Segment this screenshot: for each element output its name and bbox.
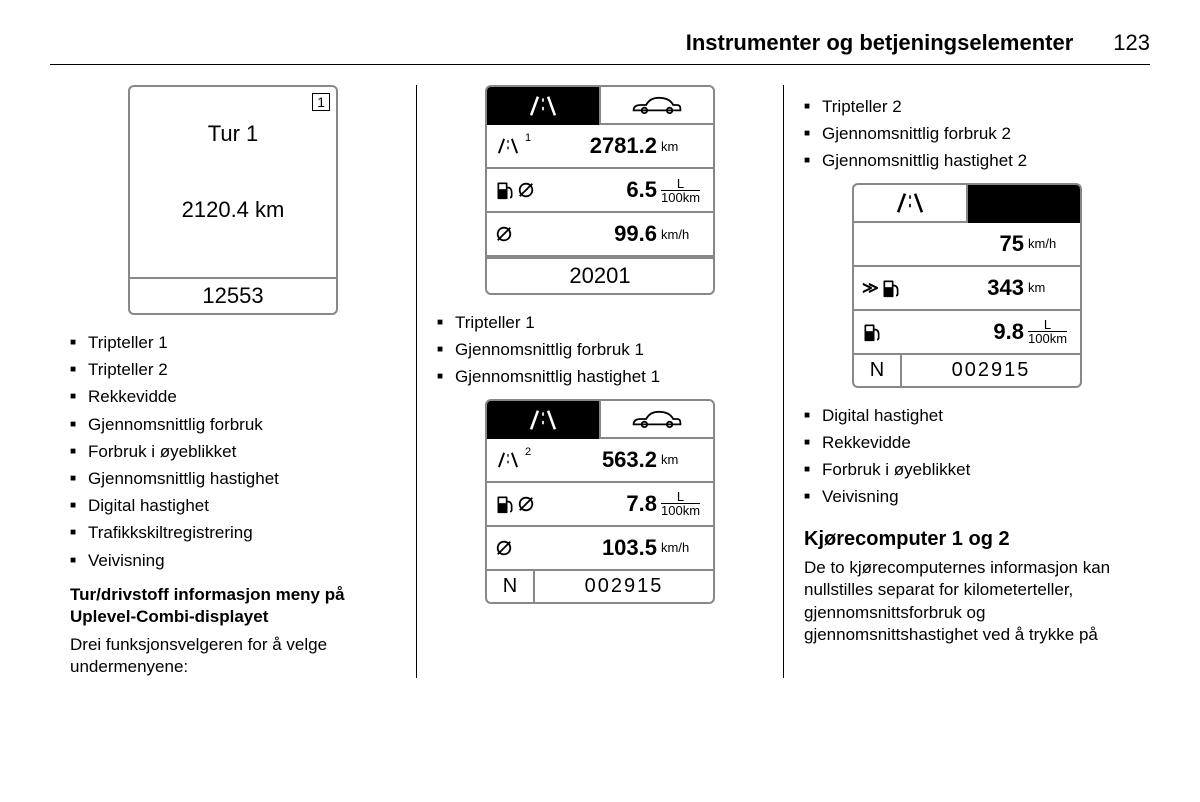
list-col3-bot: Digital hastighet Rekkevidde Forbruk i ø… xyxy=(804,402,1130,511)
tab-car-icon xyxy=(599,87,713,125)
digital-speed: 75 xyxy=(908,231,1028,257)
list-item: Gjennomsnittlig forbruk xyxy=(70,411,396,438)
unit: km xyxy=(661,140,705,153)
fuel-icon xyxy=(495,493,541,515)
display-tur1: 1 Tur 1 2120.4 km 12553 xyxy=(128,85,338,315)
list-item: Rekkevidde xyxy=(804,429,1130,456)
list-item: Tripteller 2 xyxy=(804,93,1130,120)
lane-icon: 2 xyxy=(495,450,541,470)
lane-icon: 1 xyxy=(495,136,541,156)
list-item: Gjennomsnittlig hastighet xyxy=(70,465,396,492)
list-item: Gjennomsnittlig hastighet 1 xyxy=(437,363,763,390)
column-2: 1 2781.2 km 6.5 L100km 99.6 km/h 20201 T… xyxy=(416,85,783,678)
list-item: Forbruk i øyeblikket xyxy=(70,438,396,465)
gear: N xyxy=(487,571,535,602)
unit: km/h xyxy=(661,541,705,554)
subheading: Tur/drivstoff informasjon meny på Upleve… xyxy=(70,584,396,628)
column-1: 1 Tur 1 2120.4 km 12553 Tripteller 1 Tri… xyxy=(50,85,416,678)
paragraph: De to kjørecomputernes informasjon kan n… xyxy=(804,557,1130,645)
odometer: 12553 xyxy=(130,277,336,313)
avg-fuel: 7.8 xyxy=(541,491,661,517)
list-item: Trafikkskiltregistrering xyxy=(70,519,396,546)
trip-distance: 2120.4 km xyxy=(182,197,285,223)
list-item: Gjennomsnittlig hastighet 2 xyxy=(804,147,1130,174)
section-heading: Kjørecomputer 1 og 2 xyxy=(804,528,1130,551)
column-3: Tripteller 2 Gjennomsnittlig forbruk 2 G… xyxy=(783,85,1150,678)
paragraph: Drei funksjonsvelgeren for å velge under… xyxy=(70,634,396,678)
list-item: Rekkevidde xyxy=(70,383,396,410)
list-item: Gjennomsnittlig forbruk 1 xyxy=(437,336,763,363)
unit: km/h xyxy=(1028,237,1072,250)
list-item: Veivisning xyxy=(70,547,396,574)
tab-car-icon xyxy=(599,401,713,439)
avg-speed: 99.6 xyxy=(541,221,661,247)
list-item: Gjennomsnittlig forbruk 2 xyxy=(804,120,1130,147)
unit: L100km xyxy=(661,177,705,204)
trip-distance: 563.2 xyxy=(541,447,661,473)
inst-fuel: 9.8 xyxy=(908,319,1028,345)
unit: L100km xyxy=(1028,318,1072,345)
list-item: Tripteller 1 xyxy=(437,309,763,336)
list-item: Tripteller 2 xyxy=(70,356,396,383)
display-trip2: 2 563.2 km 7.8 L100km 103.5 km/h N 00291… xyxy=(485,399,715,604)
tab-lane-icon xyxy=(854,185,966,223)
list-item: Tripteller 1 xyxy=(70,329,396,356)
avg-fuel: 6.5 xyxy=(541,177,661,203)
odometer: 002915 xyxy=(535,571,713,602)
unit: km xyxy=(1028,281,1072,294)
trip-tag: 1 xyxy=(312,93,330,111)
page-number: 123 xyxy=(1113,30,1150,56)
tab-lane-icon xyxy=(487,401,599,439)
odometer: 002915 xyxy=(902,355,1080,386)
avg-speed: 103.5 xyxy=(541,535,661,561)
header-title: Instrumenter og betjeningselementer xyxy=(686,30,1074,56)
unit: km/h xyxy=(661,228,705,241)
display-trip1: 1 2781.2 km 6.5 L100km 99.6 km/h 20201 xyxy=(485,85,715,295)
avg-icon xyxy=(495,539,541,557)
unit: L100km xyxy=(661,490,705,517)
odometer: 20201 xyxy=(487,257,713,293)
avg-icon xyxy=(495,225,541,243)
range: 343 xyxy=(908,275,1028,301)
list-item: Digital hastighet xyxy=(804,402,1130,429)
list-col2a: Tripteller 1 Gjennomsnittlig forbruk 1 G… xyxy=(437,309,763,391)
display-driving: .col:nth-child(3) .tab.active svg path,.… xyxy=(852,183,1082,388)
trip-distance: 2781.2 xyxy=(541,133,661,159)
gear: N xyxy=(854,355,902,386)
list-col3-top: Tripteller 2 Gjennomsnittlig forbruk 2 G… xyxy=(804,93,1130,175)
tab-lane-icon xyxy=(487,87,599,125)
list-item: Veivisning xyxy=(804,483,1130,510)
unit: km xyxy=(661,453,705,466)
tab-car-icon: .col:nth-child(3) .tab.active svg path,.… xyxy=(966,185,1080,223)
fuel-icon xyxy=(862,321,908,343)
list-col1: Tripteller 1 Tripteller 2 Rekkevidde Gje… xyxy=(70,329,396,574)
trip-title: Tur 1 xyxy=(208,121,259,147)
range-icon: ≫ xyxy=(862,277,908,299)
list-item: Digital hastighet xyxy=(70,492,396,519)
fuel-icon xyxy=(495,179,541,201)
list-item: Forbruk i øyeblikket xyxy=(804,456,1130,483)
page-header: Instrumenter og betjeningselementer 123 xyxy=(50,30,1150,65)
